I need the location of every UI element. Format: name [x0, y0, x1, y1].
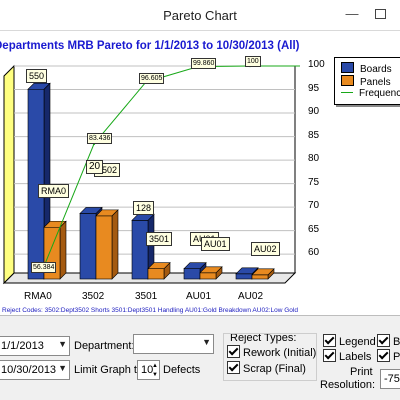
chevron-down-icon: ▼ — [58, 339, 67, 349]
checkbox-icon — [227, 345, 240, 358]
reject-types-label: Reject Types: — [230, 332, 297, 344]
data-label: 128 — [133, 201, 155, 215]
maximize-icon — [374, 9, 386, 19]
bar-panels — [251, 268, 275, 280]
checkbox-icon — [227, 361, 240, 374]
legend-label: Frequency — [359, 88, 400, 99]
resolution-label: Resolution: — [320, 379, 376, 391]
reject-codes-footer: Reject Codes: 3502:Dept3502 Shorts 3501:… — [2, 307, 298, 314]
title-bar: Pareto Chart — — [0, 0, 400, 31]
x-tick-label: AU02 — [238, 291, 264, 302]
legend-checkbox-label: Legend — [339, 336, 376, 348]
legend-checkbox[interactable]: Legend — [323, 334, 376, 348]
stepper-up-icon[interactable]: ▲ — [152, 363, 158, 369]
y-tick-label: 75 — [308, 176, 320, 188]
limit-stepper[interactable]: 10 ▲ ▼ — [137, 360, 160, 380]
y-tick-label: 65 — [308, 223, 320, 235]
chevron-down-icon: ▼ — [58, 363, 67, 373]
data-label: RMA0 — [38, 184, 70, 198]
scrap-checkbox[interactable]: Scrap (Final) — [227, 361, 306, 375]
start-date-picker[interactable]: 1/1/2013 ▼ — [0, 336, 70, 356]
x-tick-label: RMA0 — [24, 291, 52, 302]
legend-item: Boards — [341, 62, 392, 75]
data-label-partial: 20 — [86, 160, 104, 174]
grid-lines — [14, 65, 295, 255]
line-label: 100 — [245, 56, 261, 67]
bar-boards — [131, 213, 155, 280]
y-tick-label: 60 — [308, 247, 320, 259]
chart-title: Departments MRB Pareto for 1/1/2013 to 1… — [0, 40, 300, 52]
chevron-down-icon: ▼ — [202, 337, 211, 347]
b-checkbox-label: B — [393, 336, 400, 348]
legend-label: Boards — [360, 64, 392, 75]
print-resolution-value: -75 — [384, 373, 400, 385]
end-date-picker[interactable]: 10/30/2013 ▼ — [0, 360, 70, 380]
minimize-button[interactable]: — — [345, 6, 359, 21]
legend-label: Panels — [360, 77, 391, 88]
y-tick-label: 80 — [308, 153, 320, 165]
checkbox-icon — [377, 349, 390, 362]
window-title: Pareto Chart — [163, 8, 237, 23]
y-tick-label: 95 — [308, 82, 320, 94]
checkbox-icon — [323, 334, 336, 347]
bars-group — [27, 82, 275, 280]
reject-types-group — [223, 333, 317, 381]
line-label: 83.436 — [87, 133, 113, 144]
start-date-value: 1/1/2013 — [1, 340, 44, 352]
chart-area: Departments MRB Pareto for 1/1/2013 to 1… — [0, 31, 400, 316]
checkbox-icon — [377, 334, 390, 347]
data-label: 550 — [26, 69, 48, 83]
y-tick-label: 100 — [308, 59, 325, 70]
rework-checkbox[interactable]: Rework (Initial) — [227, 345, 316, 359]
y-tick-label: 90 — [308, 106, 320, 118]
end-date-value: 10/30/2013 — [1, 364, 57, 376]
department-select[interactable]: ▼ — [133, 334, 214, 354]
p-checkbox-label: P — [393, 351, 400, 363]
legend-swatch — [341, 75, 354, 86]
chart-legend: Boards Panels Frequency — [334, 57, 400, 105]
legend-item: Frequency — [341, 88, 400, 100]
limit-value: 10 — [141, 364, 154, 376]
scrap-label: Scrap (Final) — [243, 363, 306, 375]
legend-swatch — [341, 62, 354, 73]
checkbox-icon — [323, 349, 336, 362]
bar-panels — [199, 266, 223, 280]
y-tick-label: 70 — [308, 200, 320, 212]
labels-checkbox-label: Labels — [339, 351, 372, 363]
labels-checkbox[interactable]: Labels — [323, 349, 371, 363]
rework-label: Rework (Initial) — [243, 347, 317, 359]
legend-line — [341, 92, 353, 93]
b-checkbox[interactable]: B — [377, 334, 400, 348]
data-label: AU01 — [201, 237, 230, 251]
stepper-down-icon[interactable]: ▼ — [152, 372, 158, 378]
p-checkbox[interactable]: P — [377, 349, 400, 363]
data-label: AU02 — [251, 242, 280, 256]
x-tick-label: 3501 — [135, 291, 158, 302]
line-label: 56.384 — [31, 262, 57, 273]
x-tick-label: 3502 — [82, 291, 105, 302]
department-label: Department: — [74, 340, 135, 352]
line-label: 96.605 — [139, 73, 165, 84]
bar-panels — [95, 209, 119, 280]
bar-panels — [147, 261, 171, 280]
y-tick-label: 85 — [308, 129, 320, 141]
print-resolution-input[interactable]: -75 — [380, 369, 400, 389]
line-label: 99.860 — [191, 58, 217, 69]
pareto-chart — [2, 64, 300, 285]
defects-label: Defects — [163, 364, 201, 376]
limit-label: Limit Graph to — [74, 364, 144, 376]
legend-item: Panels — [341, 75, 391, 88]
maximize-button[interactable] — [372, 6, 388, 22]
x-tick-label: AU01 — [186, 291, 212, 302]
data-label: 3501 — [146, 232, 173, 246]
print-label: Print — [350, 366, 373, 378]
